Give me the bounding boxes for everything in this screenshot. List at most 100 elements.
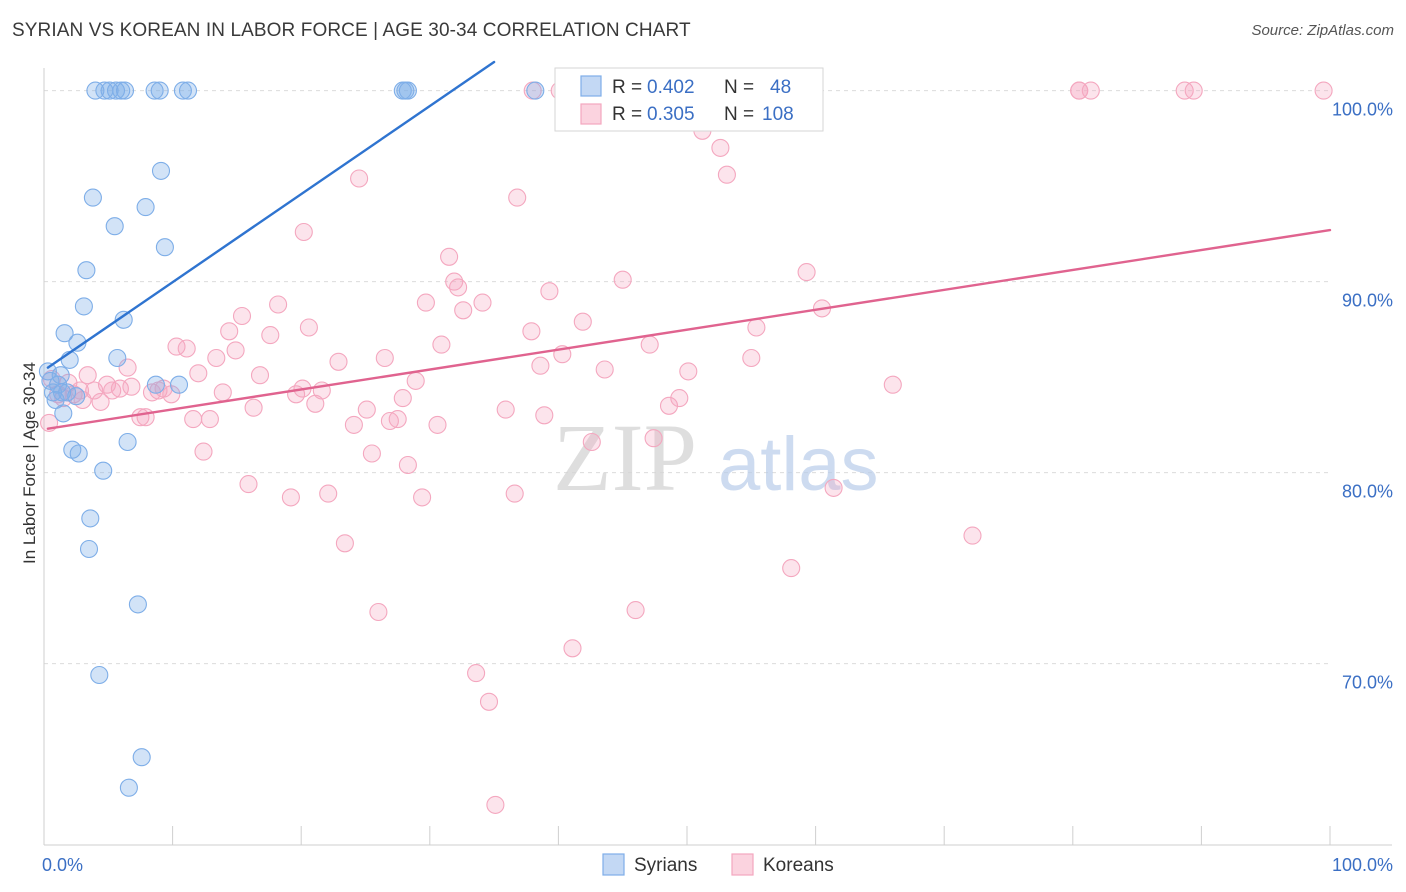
koreans-point-73 [531,356,550,375]
koreans-point-64 [449,278,468,297]
koreans-point-54 [388,410,407,429]
koreans-point-13 [110,379,129,398]
koreans-point-47 [344,415,363,434]
koreans-point-75 [540,282,559,301]
koreans-point-74 [535,406,554,425]
koreans-trend-line [46,228,1332,430]
koreans-point-56 [398,455,417,475]
koreans-point-46 [335,534,354,553]
koreans-point-94 [797,263,816,282]
koreans-point-96 [824,478,843,497]
syrians-point-32 [169,375,189,394]
koreans-point-97 [883,375,902,394]
watermark-zip: ZIP [553,404,697,511]
koreans-point-50 [362,444,381,463]
koreans-point-89 [711,138,730,157]
koreans-point-44 [319,484,338,503]
koreans-point-45 [329,352,348,371]
koreans-point-85 [659,396,679,415]
koreans-point-33 [239,475,258,494]
koreans-point-12 [103,381,122,400]
y-tick-label-1: 90.0% [1342,291,1393,311]
syrians-point-11 [67,387,86,406]
koreans-point-108 [473,293,492,312]
syrians-point-39 [145,81,164,100]
legend-swatch-syrians [602,853,625,876]
koreans-point-52 [375,348,394,368]
koreans-point-41 [299,318,318,337]
koreans-point-91 [742,348,761,368]
koreans-point-81 [613,270,632,289]
koreans-point-79 [582,432,601,452]
syrians-point-22 [108,348,127,368]
chart-source: Source: ZipAtlas.com [1251,22,1394,39]
koreans-point-83 [640,335,659,354]
koreans-point-93 [782,559,801,578]
syrians-point-26 [128,595,147,614]
koreans-point-35 [250,366,270,385]
koreans-point-68 [486,795,505,814]
legend-label-syrians: Syrians [634,855,697,876]
data-points [38,81,1333,814]
syrians-r-label: R = [612,77,642,98]
syrians-point-37 [112,81,131,100]
syrians-point-27 [132,748,151,767]
syrians-n-label: N = [724,77,754,98]
syrians-r-value: 0.402 [647,77,695,98]
koreans-point-26 [194,442,213,461]
syrians-point-17 [81,509,100,528]
series-legend: Syrians Koreans [602,853,834,876]
koreans-point-10 [91,392,110,411]
y-tick-label-2: 80.0% [1342,482,1393,502]
koreans-point-28 [207,348,226,368]
koreans-point-70 [505,484,524,503]
syrians-point-41 [173,81,192,100]
koreans-n-value: 108 [762,104,794,125]
koreans-point-61 [432,335,451,354]
syrians-point-14 [74,297,93,316]
syrians-point-5 [51,366,70,385]
stats-legend: R = 0.402 N = 48 R = 0.305 N = 108 [554,67,824,132]
koreans-point-107 [294,222,313,242]
tick-labels: 100.0% 90.0% 80.0% 70.0% 0.0% 100.0% [42,100,1393,875]
syrians-point-45 [398,81,417,100]
koreans-point-104 [1314,81,1333,100]
legend-label-koreans: Koreans [763,855,834,876]
x-tick-label-0: 0.0% [42,855,83,875]
x-tick-label-1: 100.0% [1332,855,1393,875]
syrians-point-10 [55,324,74,343]
syrians-point-24 [118,432,137,452]
koreans-point-8 [78,366,97,385]
koreans-point-59 [416,293,435,312]
watermark: ZIP atlas [553,404,879,511]
koreans-r-value: 0.305 [647,104,695,125]
syrians-point-42 [178,81,198,100]
koreans-point-29 [213,383,232,402]
koreans-point-25 [189,364,208,383]
chart-title: SYRIAN VS KOREAN IN LABOR FORCE | AGE 30… [12,20,691,41]
syrians-trend-line [46,60,496,369]
koreans-point-90 [717,165,736,184]
y-tick-label-0: 100.0% [1332,100,1393,120]
koreans-r-label: R = [612,104,642,125]
syrians-point-31 [155,238,174,257]
koreans-point-37 [269,295,288,314]
koreans-point-17 [136,408,155,427]
koreans-point-27 [200,410,219,429]
koreans-point-62 [440,247,459,266]
koreans-point-77 [563,639,582,658]
axes [43,68,1392,846]
syrians-point-40 [150,81,169,100]
koreans-point-30 [220,322,239,341]
koreans-point-32 [232,306,252,326]
syrians-point-30 [151,161,171,180]
koreans-point-60 [428,415,447,434]
koreans-point-87 [679,362,698,381]
koreans-legend-swatch [580,103,602,125]
syrians-point-47 [52,383,72,402]
koreans-point-15 [122,377,141,396]
koreans-point-34 [244,398,263,417]
koreans-point-103 [1184,81,1203,100]
koreans-point-65 [454,301,473,320]
koreans-point-72 [522,322,541,341]
